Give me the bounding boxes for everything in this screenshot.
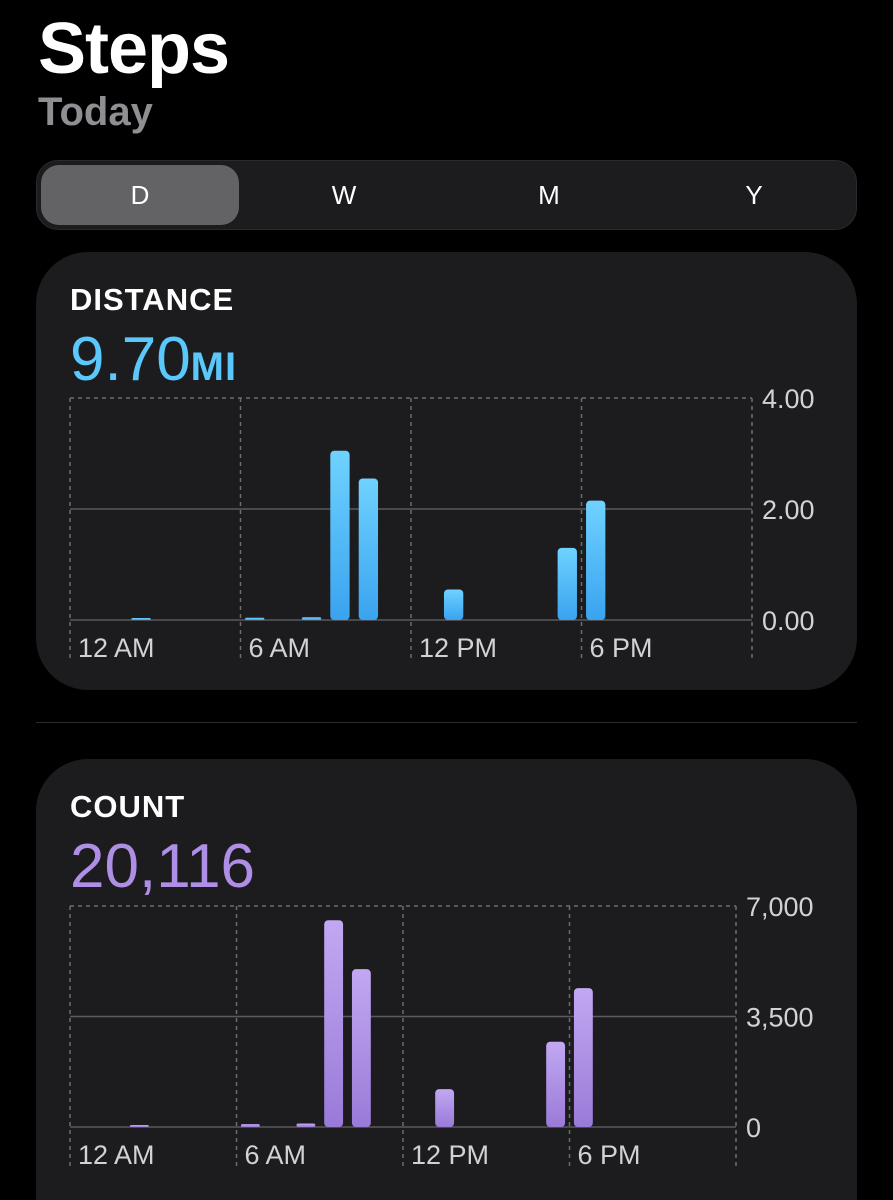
time-range-segmented-control[interactable]: D W M Y [36, 160, 857, 230]
count-chart: 7,000 3,500 0 12 AM 6 AM 12 PM 6 PM [69, 892, 814, 1170]
bar-hour-17[interactable] [546, 1041, 566, 1127]
count-card[interactable]: COUNT 20,116 7,000 3,500 0 12 AM 6 AM 12 PM 6 … [36, 759, 857, 1200]
bar-hour-2[interactable] [129, 1125, 149, 1127]
bar-hour-10[interactable] [351, 969, 371, 1127]
y-tick-label: 3,500 [746, 1003, 814, 1033]
distance-value: 9.70MI [70, 324, 237, 395]
x-tick-label: 12 PM [411, 1140, 489, 1170]
x-tick-label: 6 PM [590, 633, 653, 663]
bar-hour-6[interactable] [245, 617, 265, 620]
y-tick-label: 2.00 [762, 495, 815, 525]
bar-hour-9[interactable] [324, 920, 344, 1127]
section-divider [36, 722, 857, 723]
segment-week[interactable]: W [331, 179, 357, 210]
x-tick-label: 12 AM [78, 1140, 155, 1170]
bar-hour-6[interactable] [240, 1124, 260, 1127]
bar-hour-8[interactable] [301, 617, 322, 620]
distance-chart: 4.00 2.00 0.00 12 AM 6 AM 12 PM 6 PM [69, 384, 815, 663]
bar-hour-17[interactable] [557, 547, 577, 620]
y-tick-label: 0.00 [762, 606, 815, 636]
bar-hour-13[interactable] [435, 1089, 455, 1127]
bar-hour-18[interactable] [573, 988, 593, 1127]
distance-unit: MI [190, 345, 238, 389]
y-tick-label: 4.00 [762, 384, 815, 414]
bar-hour-13[interactable] [443, 589, 464, 620]
y-tick-label: 7,000 [746, 892, 814, 922]
y-tick-label: 0 [746, 1113, 761, 1143]
page-title: Steps [38, 9, 230, 89]
bar-hour-2[interactable] [131, 618, 151, 620]
segment-year[interactable]: Y [745, 179, 763, 210]
segment-month[interactable]: M [538, 179, 560, 210]
count-label: COUNT [70, 789, 186, 824]
x-tick-label: 6 PM [578, 1140, 641, 1170]
distance-number: 9.70 [70, 325, 191, 394]
segment-day[interactable]: D [41, 165, 239, 225]
bar-hour-18[interactable] [586, 500, 606, 620]
x-tick-label: 12 PM [419, 633, 497, 663]
distance-label: DISTANCE [70, 282, 235, 317]
bar-hour-8[interactable] [296, 1123, 316, 1127]
bar-hour-9[interactable] [330, 450, 350, 620]
page-subtitle: Today [38, 90, 153, 134]
x-tick-label: 6 AM [249, 633, 311, 663]
distance-card[interactable]: DISTANCE 9.70MI 4.00 2.00 0.00 12 AM 6 AM 12 … [36, 252, 857, 690]
x-tick-label: 6 AM [245, 1140, 307, 1170]
count-value: 20,116 [70, 832, 256, 901]
x-tick-label: 12 AM [78, 633, 155, 663]
bar-hour-10[interactable] [358, 478, 379, 620]
